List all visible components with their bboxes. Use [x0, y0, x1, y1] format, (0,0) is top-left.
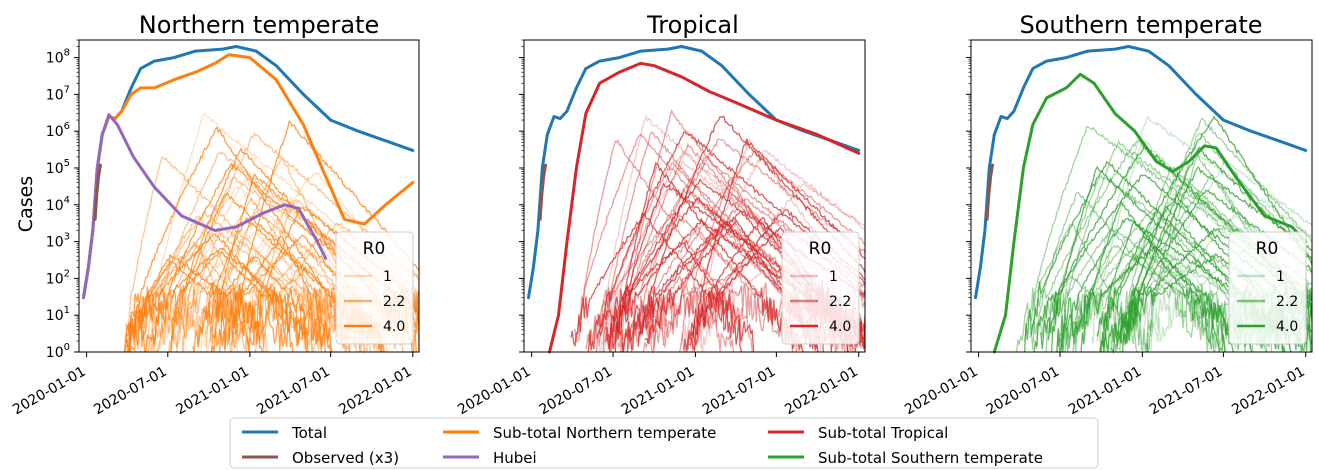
plot-frame	[970, 39, 1313, 353]
legend-label-r0-2-2: 2.2	[1276, 294, 1298, 310]
member-curve	[585, 208, 819, 353]
series-observed-x3	[985, 163, 994, 221]
member-curve	[1126, 146, 1313, 341]
legend-label-r0-2-2: 2.2	[829, 294, 851, 310]
series-observed-x3	[538, 163, 547, 221]
member-curve	[182, 197, 347, 353]
legend-label-southern-subtotal: Sub-total Southern temperate	[818, 449, 1043, 467]
inset-legend-title: R0	[1256, 239, 1279, 259]
member-curve	[141, 251, 308, 353]
panel-title: Southern temperate	[1019, 11, 1262, 39]
legend-label-hubei: Hubei	[493, 449, 537, 467]
plot-frame	[78, 39, 420, 353]
legend-label-r0-1: 1	[1276, 269, 1285, 285]
member-curve	[1099, 115, 1313, 353]
member-curve	[617, 162, 804, 353]
member-curve	[125, 260, 264, 353]
member-curve	[125, 126, 361, 353]
legend-label-r0-4-0: 4.0	[383, 319, 405, 335]
panel-title: Tropical	[646, 11, 739, 39]
legend-label-r0-4-0: 4.0	[829, 319, 851, 335]
member-curve	[699, 181, 866, 353]
member-curve	[1057, 246, 1253, 353]
member-curve	[1122, 166, 1313, 345]
member-curve	[691, 138, 866, 339]
member-curve	[181, 229, 359, 353]
member-curve	[126, 247, 332, 353]
member-curve	[1096, 219, 1235, 353]
legend-label-tropical-subtotal: Sub-total Tropical	[818, 424, 948, 442]
legend-label-northern-subtotal: Sub-total Northern temperate	[493, 424, 716, 442]
inset-legend-title: R0	[363, 239, 386, 259]
legend-label-r0-2-2: 2.2	[383, 294, 405, 310]
legend-label-r0-4-0: 4.0	[1276, 319, 1298, 335]
series-total	[527, 45, 861, 300]
member-curve	[1080, 200, 1226, 354]
y-axis-label: Cases	[15, 176, 37, 232]
member-curve	[637, 115, 866, 347]
legend-label-total: Total	[291, 424, 327, 442]
legend-label-r0-1: 1	[383, 269, 392, 285]
inset-legend: R0 1 2.2 4.0	[335, 231, 414, 345]
inset-legend: R0 1 2.2 4.0	[1228, 231, 1307, 345]
member-curve	[1030, 191, 1215, 353]
series-sub-total-southern-temperate	[992, 72, 1308, 354]
member-curve	[1122, 117, 1313, 346]
inset-legend: R0 1 2.2 4.0	[781, 231, 860, 345]
legend-label-observed: Observed (x3)	[292, 449, 399, 467]
member-curve	[125, 253, 294, 353]
series-total	[974, 45, 1308, 300]
member-curve	[628, 224, 794, 353]
figure-legend: Total Observed (x3) Sub-total Northern t…	[229, 417, 1099, 469]
panel-title: Northern temperate	[139, 11, 379, 39]
plot-frame	[523, 39, 866, 353]
member-curve	[621, 138, 866, 353]
series-sub-total-tropical	[548, 61, 861, 354]
inset-legend-title: R0	[809, 239, 832, 259]
member-curve	[680, 150, 866, 353]
member-curve	[151, 231, 369, 354]
series-observed-x3	[93, 163, 102, 221]
legend-label-r0-1: 1	[829, 269, 838, 285]
